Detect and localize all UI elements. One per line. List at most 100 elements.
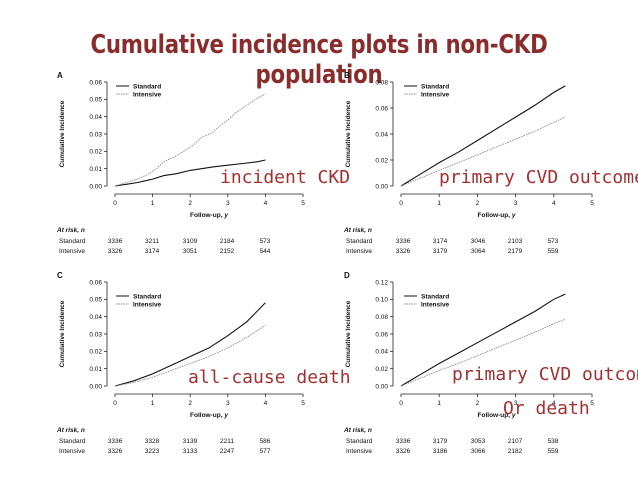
series-line-standard bbox=[400, 293, 566, 387]
at-risk-cell: 2107 bbox=[508, 438, 523, 445]
at-risk-row-label: Intensive bbox=[346, 448, 372, 455]
at-risk-cell: 3066 bbox=[471, 448, 486, 455]
x-tick-label: 0 bbox=[113, 200, 117, 207]
at-risk-cell: 3179 bbox=[433, 248, 448, 255]
x-tick-label: 4 bbox=[552, 200, 556, 207]
y-axis-title: Cumulative Incidence bbox=[59, 300, 66, 367]
x-axis-title: Follow-up, y bbox=[478, 212, 516, 219]
at-risk-header: At risk, n bbox=[56, 227, 85, 234]
panel-d: D 0.00 0.02 0.04 0.06 0.08 0.10 0.12 0 1 2 3 4 5 Follo… bbox=[343, 271, 638, 455]
panel-b: B 0.00 0.02 0.04 0.06 0.08 0 1 2 3 4 5 Follow-up, y C… bbox=[343, 71, 638, 255]
annotation-label: primary CVD outcome bbox=[439, 167, 638, 188]
at-risk-row-label: Standard bbox=[59, 438, 86, 445]
at-risk-cell: 2152 bbox=[220, 248, 235, 255]
series-line-intensive bbox=[400, 318, 566, 387]
at-risk-cell: 3326 bbox=[396, 448, 411, 455]
at-risk-cell: 3336 bbox=[396, 238, 411, 245]
at-risk-row-label: Standard bbox=[346, 238, 373, 245]
annotation-label-2: Or death bbox=[503, 398, 590, 419]
x-tick-label: 3 bbox=[514, 200, 518, 207]
x-tick-label: 0 bbox=[399, 400, 403, 407]
series-line-intensive bbox=[400, 116, 566, 187]
at-risk-cell: 3179 bbox=[433, 438, 448, 445]
y-tick-label: 0.02 bbox=[375, 157, 388, 164]
x-tick-label: 4 bbox=[264, 200, 268, 207]
at-risk-cell: 3326 bbox=[396, 248, 411, 255]
at-risk-cell: 2211 bbox=[220, 438, 234, 445]
x-axis-title: Follow-up, y bbox=[190, 212, 228, 219]
at-risk-cell: 538 bbox=[548, 438, 559, 445]
y-axis-title: Cumulative Incidence bbox=[59, 100, 66, 167]
at-risk-cell: 3051 bbox=[183, 248, 198, 255]
at-risk-cell: 2247 bbox=[220, 448, 235, 455]
y-tick-label: 0.04 bbox=[375, 131, 388, 138]
annotation-label: primary CVD outcome bbox=[452, 364, 638, 385]
at-risk-cell: 3223 bbox=[145, 448, 160, 455]
y-tick-label: 0.05 bbox=[89, 97, 102, 104]
y-tick-label: 0.10 bbox=[375, 297, 388, 304]
x-tick-label: 5 bbox=[301, 200, 305, 207]
at-risk-cell: 3064 bbox=[471, 248, 486, 255]
at-risk-row-label: Intensive bbox=[59, 448, 85, 455]
at-risk-cell: 3336 bbox=[108, 438, 123, 445]
series-line-standard bbox=[114, 159, 266, 187]
at-risk-cell: 3109 bbox=[183, 238, 198, 245]
y-tick-label: 0.02 bbox=[89, 149, 102, 156]
y-axis-title: Cumulative Incidence bbox=[345, 300, 352, 367]
legend-label: Intensive bbox=[421, 91, 450, 98]
at-risk-cell: 3133 bbox=[183, 448, 198, 455]
y-tick-label: 0.00 bbox=[89, 383, 102, 390]
at-risk-cell: 577 bbox=[260, 448, 271, 455]
at-risk-cell: 3174 bbox=[433, 238, 448, 245]
y-tick-label: 0.06 bbox=[375, 105, 388, 112]
panel-a: A 0.00 0.01 0.02 0.03 0.04 0.05 0.06 0 1 2 3 4 5 Follo… bbox=[56, 71, 350, 255]
at-risk-cell: 3336 bbox=[108, 238, 123, 245]
at-risk-header: At risk, n bbox=[343, 427, 372, 434]
x-tick-label: 2 bbox=[188, 200, 192, 207]
at-risk-cell: 3328 bbox=[145, 438, 160, 445]
series-line-standard bbox=[114, 302, 266, 387]
y-tick-label: 0.01 bbox=[89, 366, 102, 373]
y-tick-label: 0.00 bbox=[89, 183, 102, 190]
at-risk-header: At risk, n bbox=[56, 427, 85, 434]
y-tick-label: 0.02 bbox=[89, 349, 102, 356]
series-line-intensive bbox=[114, 324, 266, 387]
legend-label: Standard bbox=[133, 293, 161, 300]
at-risk-cell: 2182 bbox=[508, 448, 523, 455]
x-tick-label: 0 bbox=[399, 200, 403, 207]
legend-label: Intensive bbox=[421, 301, 450, 308]
at-risk-row-label: Intensive bbox=[59, 248, 85, 255]
legend-label: Intensive bbox=[133, 91, 162, 98]
at-risk-cell: 3211 bbox=[145, 238, 159, 245]
legend-label: Standard bbox=[421, 83, 449, 90]
at-risk-cell: 2184 bbox=[220, 238, 235, 245]
panel-c: C 0.00 0.01 0.02 0.03 0.04 0.05 0.06 0 1 2 3 4 5 Follo… bbox=[56, 271, 351, 455]
y-tick-label: 0.00 bbox=[375, 183, 388, 190]
y-tick-label: 0.01 bbox=[89, 166, 102, 173]
at-risk-cell: 3139 bbox=[183, 438, 198, 445]
x-tick-label: 1 bbox=[437, 200, 441, 207]
panel-letter: D bbox=[344, 271, 350, 280]
at-risk-cell: 559 bbox=[548, 448, 559, 455]
x-tick-label: 4 bbox=[264, 400, 268, 407]
x-tick-label: 2 bbox=[188, 400, 192, 407]
x-tick-label: 5 bbox=[590, 400, 594, 407]
x-tick-label: 5 bbox=[590, 200, 594, 207]
at-risk-cell: 3046 bbox=[471, 238, 486, 245]
at-risk-cell: 559 bbox=[548, 248, 559, 255]
at-risk-cell: 573 bbox=[260, 238, 271, 245]
series-line-intensive bbox=[114, 93, 266, 187]
panel-letter: C bbox=[57, 271, 63, 280]
at-risk-cell: 2179 bbox=[508, 248, 523, 255]
legend-label: Standard bbox=[133, 83, 161, 90]
at-risk-cell: 3326 bbox=[108, 448, 123, 455]
y-tick-label: 0.04 bbox=[89, 314, 102, 321]
at-risk-cell: 3174 bbox=[145, 248, 160, 255]
annotation-label: incident CKD bbox=[220, 167, 350, 188]
at-risk-row-label: Intensive bbox=[346, 248, 372, 255]
x-tick-label: 3 bbox=[226, 400, 230, 407]
y-tick-label: 0.08 bbox=[375, 314, 388, 321]
y-tick-label: 0.04 bbox=[89, 114, 102, 121]
x-tick-label: 5 bbox=[301, 400, 305, 407]
